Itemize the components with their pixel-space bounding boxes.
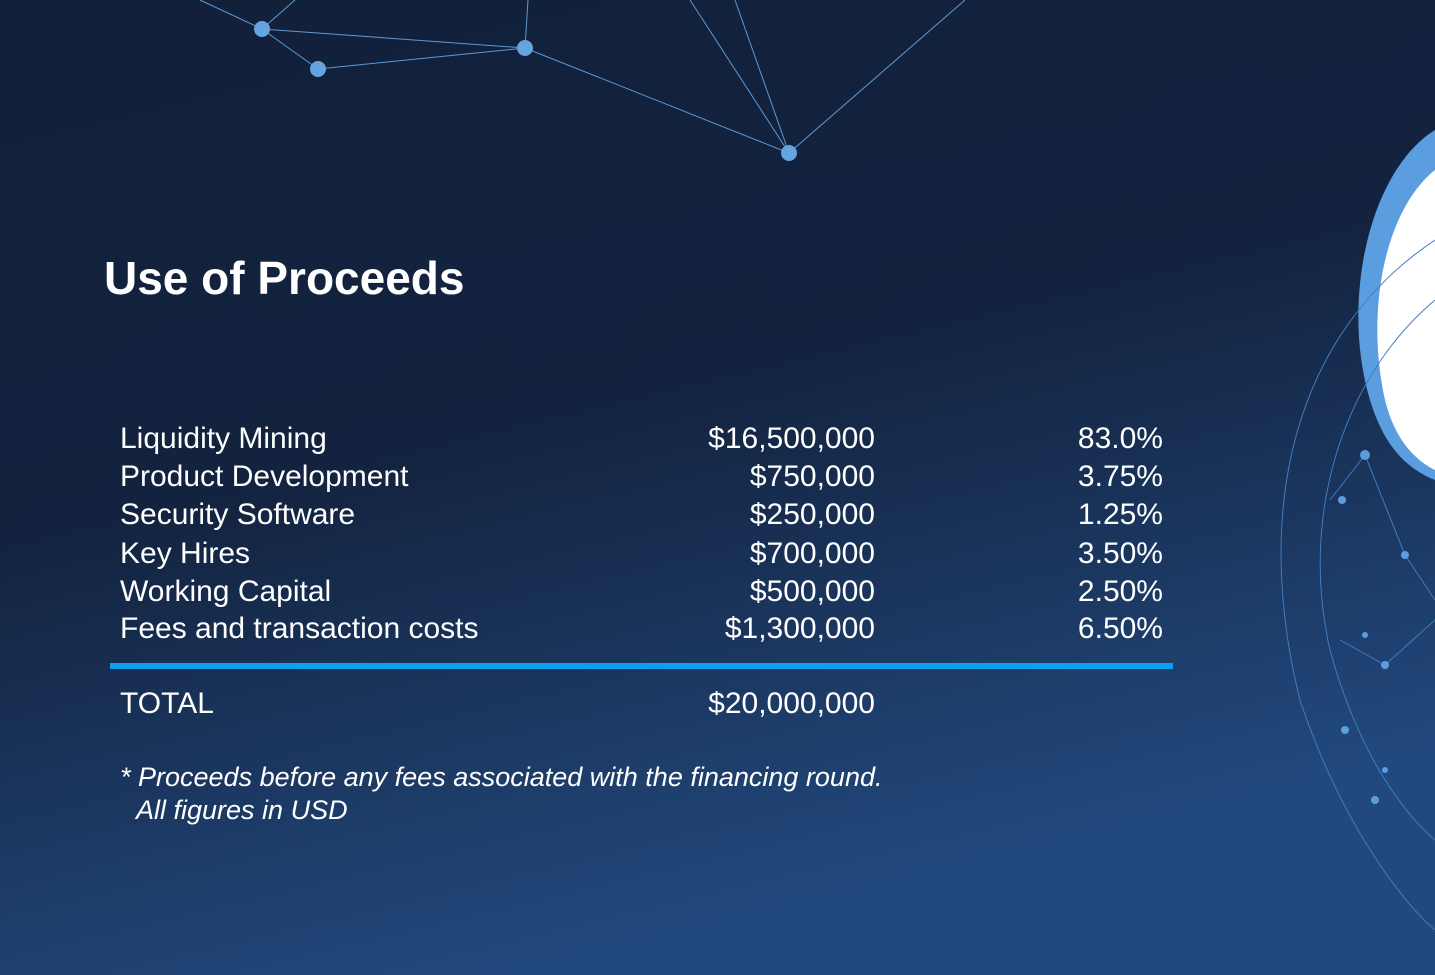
total-divider [110,663,1173,669]
row-label: Security Software [120,498,355,531]
row-percent: 3.50% [1078,537,1163,570]
row-amount: $16,500,000 [708,422,875,455]
footnote: * Proceeds before any fees associated wi… [120,762,882,792]
globe-decoration [1280,130,1435,931]
row-amount: $1,300,000 [725,612,875,645]
row-amount: $500,000 [750,575,875,608]
total-amount: $20,000,000 [708,687,875,720]
row-amount: $250,000 [750,498,875,531]
row-percent: 2.50% [1078,575,1163,608]
footnote: All figures in USD [134,795,348,825]
row-amount: $750,000 [750,460,875,493]
row-label: Liquidity Mining [120,422,327,455]
slide-title: Use of Proceeds [104,252,464,304]
row-percent: 6.50% [1078,612,1163,645]
row-percent: 83.0% [1078,422,1163,455]
row-amount: $700,000 [750,537,875,570]
row-percent: 3.75% [1078,460,1163,493]
row-percent: 1.25% [1078,498,1163,531]
row-label: Product Development [120,460,409,493]
row-label: Key Hires [120,537,250,570]
proceeds-table: Liquidity Mining $16,500,000 83.0% Product … [120,422,1163,645]
row-label: Fees and transaction costs [120,612,479,645]
network-decoration [199,0,966,154]
network-nodes [254,21,797,161]
total-label: TOTAL [120,687,214,720]
row-label: Working Capital [120,575,331,608]
